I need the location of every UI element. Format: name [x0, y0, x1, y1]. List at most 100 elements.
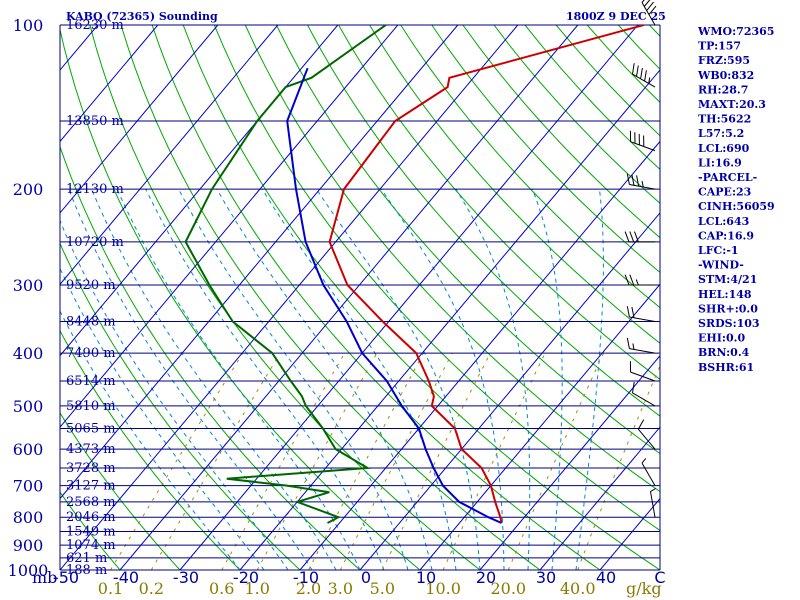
mixing-ratio-label: 0.1	[98, 579, 123, 598]
isotherm	[60, 25, 279, 286]
side-param: TH:5622	[698, 113, 751, 126]
temperature-tick-label: 30	[536, 568, 556, 587]
mixing-ratio-label: 10.0	[425, 579, 461, 598]
height-label: 3127 m	[66, 479, 116, 494]
mixing-ratio-label: 40.0	[560, 579, 596, 598]
wind-barb-flag	[624, 231, 630, 243]
height-label: 2568 m	[66, 495, 116, 510]
wind-barb-flag	[636, 65, 639, 77]
side-param: LFC:-1	[698, 244, 739, 257]
wind-barb	[641, 0, 657, 26]
wind-barb-flag	[629, 231, 635, 243]
isobars	[59, 24, 661, 571]
side-param: MAXT:20.3	[698, 98, 766, 111]
pressure-tick-label: 900	[13, 536, 44, 555]
wind-barb	[624, 231, 655, 243]
wind-barb	[629, 361, 656, 382]
mixing-ratio-unit: g/kg	[626, 579, 662, 598]
wind-barb-flag	[632, 63, 635, 75]
temperature-tick-label: 10	[416, 568, 436, 587]
pressure-tick-label: 700	[13, 477, 44, 496]
wind-barb-flag	[631, 306, 635, 318]
mixing-ratio-label: 20.0	[490, 579, 526, 598]
wind-barb-flag	[636, 175, 640, 187]
side-param: TP:157	[698, 40, 741, 53]
pressure-unit-label: mb	[32, 568, 57, 587]
side-param: CAPE:23	[698, 186, 751, 199]
wind-barb-half-flag	[650, 488, 656, 493]
height-label: 6514 m	[66, 374, 116, 389]
isotherm	[359, 212, 660, 570]
wind-barb-half-flag	[641, 458, 647, 464]
wind-barb	[637, 419, 656, 450]
height-label: 621 m	[66, 551, 107, 566]
wind-barb	[632, 63, 656, 88]
dewpoint-line	[184, 25, 387, 524]
wind-barb-flag	[644, 70, 647, 82]
side-param: LCL:690	[698, 142, 750, 155]
height-label: 4373 m	[66, 442, 116, 457]
temperature-tick-label: 40	[596, 568, 616, 587]
height-label: 1549 m	[66, 525, 116, 540]
pressure-tick-label: 500	[13, 397, 44, 416]
side-param: FRZ:595	[698, 54, 750, 67]
height-label: 12130 m	[66, 182, 124, 197]
wind-barb	[632, 382, 656, 407]
side-param: STM:4/21	[698, 273, 757, 286]
height-label: 5065 m	[66, 422, 116, 437]
wind-barb-staff	[630, 371, 656, 382]
mixing-ratio-label: 3.0	[328, 579, 353, 598]
temperature-tick-label: -40	[113, 568, 139, 587]
side-param: RH:28.7	[698, 83, 748, 96]
wind-barb-half-flag	[641, 181, 644, 188]
isotherms	[60, 25, 660, 570]
wind-barb-flag	[648, 5, 657, 15]
temperature-unit-label: C	[654, 568, 665, 587]
axis-labels: 0.1 0.2 0.6 1.0 2.0 3.0 5.0 10.0 20.0 40.0 g/kg100…	[8, 16, 775, 598]
side-param: HEL:148	[698, 288, 752, 301]
mixing-ratio-label: 0.6	[209, 579, 234, 598]
wind-barb-flag	[637, 419, 645, 430]
temperature-line	[328, 25, 645, 524]
height-label: 2046 m	[66, 510, 116, 525]
isotherm	[539, 426, 660, 570]
wind-barb-flag	[631, 174, 635, 186]
side-param: BSHR:61	[698, 361, 754, 374]
moist-adiabat	[178, 188, 409, 570]
wind-barb	[626, 173, 656, 190]
pressure-tick-label: 1000	[8, 561, 49, 580]
sounding-time: 1800Z 9 DEC 25	[566, 10, 666, 23]
wind-barb-flag	[626, 337, 630, 349]
isotherm	[179, 25, 639, 570]
isotherm	[60, 25, 219, 214]
wind-barb-flag	[640, 67, 643, 79]
wind-barb-flag	[626, 173, 630, 185]
side-param: LI:16.9	[698, 156, 742, 169]
mixing-ratio-label: 0.2	[139, 579, 164, 598]
wind-barb-half-flag	[648, 77, 651, 84]
height-label: 1074 m	[66, 538, 116, 553]
wind-barb-staff	[632, 392, 656, 407]
pressure-tick-label: 100	[13, 16, 44, 35]
wind-barb	[626, 337, 656, 354]
wind-barb-flag	[629, 274, 635, 286]
height-label: 13850 m	[66, 114, 124, 129]
wind-barb-half-flag	[635, 279, 639, 286]
height-label: 188 m	[66, 563, 107, 578]
side-param: EHI:0.0	[698, 332, 745, 345]
pressure-tick-label: 400	[13, 344, 44, 363]
height-label: 9520 m	[66, 278, 116, 293]
side-param: -WIND-	[698, 259, 744, 272]
wind-barbs	[624, 0, 657, 518]
side-param: -PARCEL-	[698, 171, 757, 184]
moist-adiabat	[68, 188, 313, 570]
side-param: WMO:72365	[697, 25, 774, 38]
wind-barb-flag	[632, 382, 635, 393]
height-label: 8448 m	[66, 315, 116, 330]
pressure-tick-label: 200	[13, 180, 44, 199]
height-label: 5810 m	[66, 399, 116, 414]
isotherm	[239, 69, 660, 570]
parcel-line	[286, 67, 502, 524]
